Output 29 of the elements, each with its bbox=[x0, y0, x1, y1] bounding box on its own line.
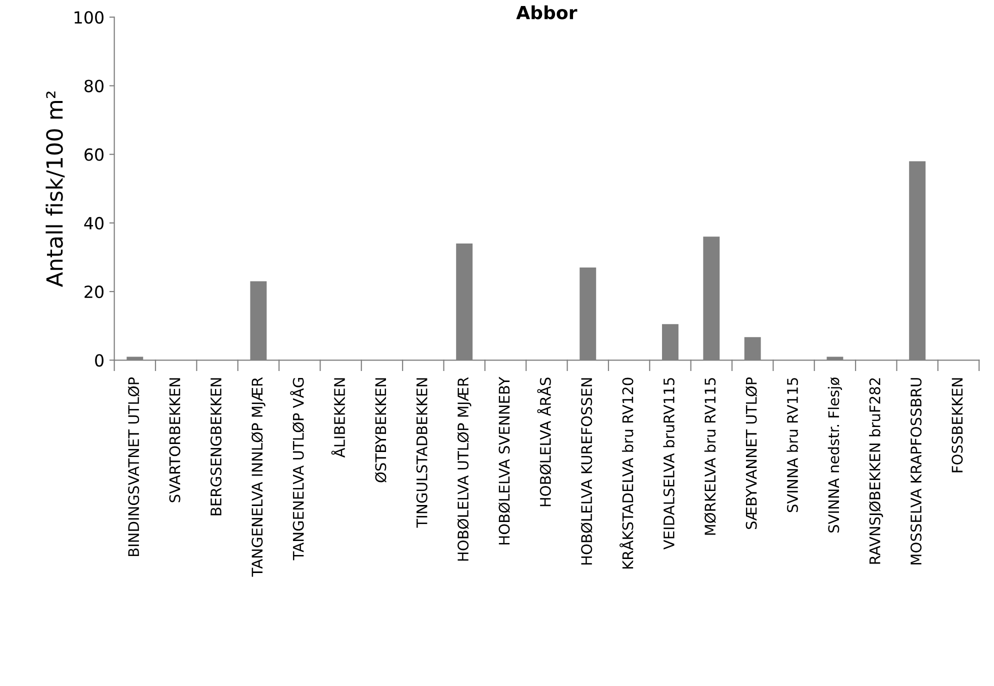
x-tick-label: ÅLIBEKKEN bbox=[331, 378, 345, 458]
x-tick-label: TINGULSTADBEKKEN bbox=[416, 378, 428, 528]
y-tick-label: 80 bbox=[84, 80, 104, 92]
x-tick-label: SVINNA nedstr. Flesjø bbox=[828, 377, 842, 533]
y-axis-title: Antall fisk/100 m² bbox=[46, 92, 65, 287]
x-tick-label: BERGSENGBEKKEN bbox=[210, 378, 222, 516]
x-tick-label: FOSSBEKKEN bbox=[952, 378, 963, 472]
x-tick-label: ØSTBYBEKKEN bbox=[374, 378, 387, 482]
x-tick-label: HOBØLELVA ÅRÅS bbox=[537, 378, 552, 506]
y-tick-label: 40 bbox=[84, 216, 104, 230]
x-tick-label: HOBØLELVA SVENNEBY bbox=[498, 376, 510, 544]
y-tick-label: 60 bbox=[84, 148, 104, 161]
x-tick-label: RAVNSJØBEKKEN bruF282 bbox=[869, 378, 884, 564]
x-tick-label: MOSSELVA KRAPFOSSBRU bbox=[910, 378, 922, 564]
x-tick-label: SVINNA bru RV115 bbox=[786, 378, 798, 512]
x-tick-label: TANGENELVA INNLØP MJÆR bbox=[251, 377, 266, 577]
x-tick-label: SVARTORBEKKEN bbox=[169, 378, 180, 502]
x-tick-label: VEIDALSELVA bruRV115 bbox=[663, 378, 674, 550]
x-tick-label: MØRKELVA bru RV115 bbox=[704, 378, 716, 535]
x-tick-label: KRÅKSTADELVA bru RV120 bbox=[620, 378, 634, 569]
x-tick-label: HOBØLELVA KUREFOSSEN bbox=[580, 378, 592, 565]
y-tick-label: 0 bbox=[95, 354, 104, 367]
y-tick-label: 20 bbox=[84, 286, 104, 298]
x-tick-label: SÆBYVANNET UTLØP bbox=[746, 377, 758, 530]
y-tick-label: 100 bbox=[74, 11, 104, 24]
x-tick-label: HOBØLELVA UTLØP MJÆR bbox=[457, 377, 472, 561]
chart-title: Abbor bbox=[516, 5, 578, 20]
x-tick-label: TANGENELVA UTLØP VÅG bbox=[290, 378, 304, 560]
x-tick-label: BINDINGSVATNET UTLØP bbox=[128, 377, 140, 556]
